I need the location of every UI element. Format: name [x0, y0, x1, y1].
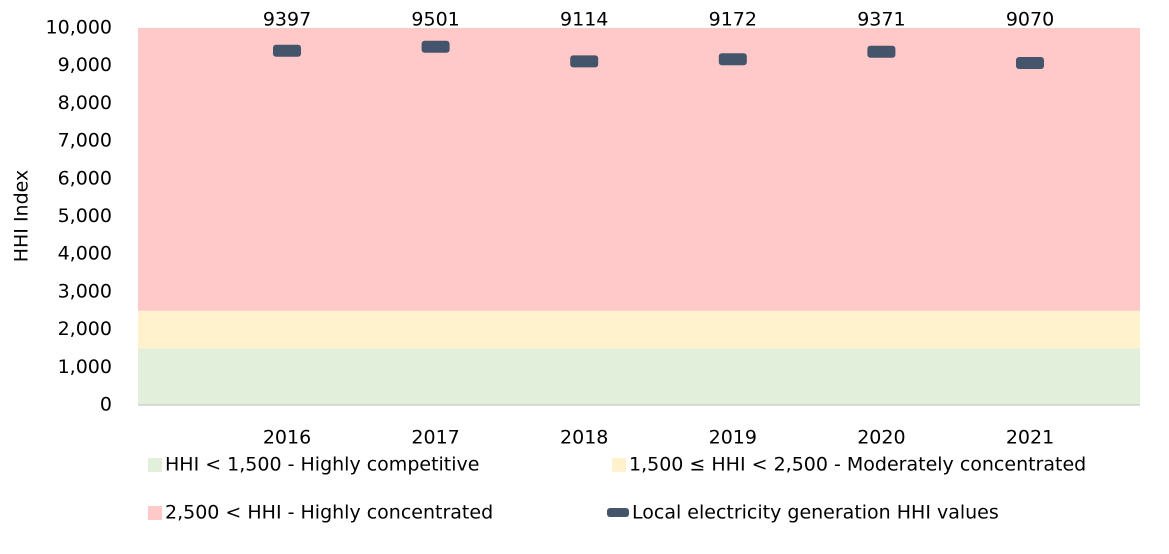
- legend-label: Local electricity generation HHI values: [632, 502, 999, 524]
- y-tick-label: 4,000: [58, 243, 112, 265]
- zone: [138, 310, 1140, 349]
- y-tick-label: 5,000: [58, 205, 112, 227]
- y-axis-label: HHI Index: [11, 170, 33, 263]
- legend-swatch: [148, 506, 162, 520]
- marker: [1016, 57, 1044, 70]
- legend-label: 2,500 < HHI - Highly concentrated: [165, 502, 493, 524]
- y-tick-label: 0: [100, 394, 112, 416]
- legend-swatch: [148, 458, 162, 472]
- legend-label: HHI < 1,500 - Highly competitive: [165, 454, 479, 476]
- data-label: 9070: [1006, 9, 1054, 31]
- y-tick-label: 7,000: [58, 130, 112, 152]
- x-tick-label: 2021: [1006, 427, 1054, 449]
- x-tick-label: 2019: [709, 427, 757, 449]
- data-label: 9172: [709, 9, 757, 31]
- marker: [273, 44, 301, 57]
- data-label: 9397: [263, 9, 311, 31]
- y-tick-label: 10,000: [46, 17, 112, 39]
- y-tick-label: 2,000: [58, 318, 112, 340]
- data-label: 9501: [411, 9, 459, 31]
- marker: [718, 53, 747, 66]
- x-tick-label: 2018: [560, 427, 608, 449]
- legend-swatch: [607, 508, 629, 517]
- zone: [138, 28, 1140, 311]
- y-tick-label: 3,000: [58, 280, 112, 302]
- x-tick-label: 2017: [411, 427, 459, 449]
- x-tick-label: 2020: [857, 427, 905, 449]
- y-tick-label: 1,000: [58, 356, 112, 378]
- y-tick-label: 9,000: [58, 54, 112, 76]
- y-tick-label: 8,000: [58, 92, 112, 114]
- marker: [421, 40, 450, 53]
- marker: [570, 55, 599, 68]
- marker: [867, 45, 896, 58]
- data-label: 9371: [857, 9, 905, 31]
- y-tick-label: 6,000: [58, 167, 112, 189]
- data-label: 9114: [560, 9, 608, 31]
- legend-swatch: [612, 458, 626, 472]
- zone: [138, 348, 1140, 405]
- legend-label: 1,500 ≤ HHI < 2,500 - Moderately concent…: [629, 454, 1086, 476]
- x-tick-label: 2016: [263, 427, 311, 449]
